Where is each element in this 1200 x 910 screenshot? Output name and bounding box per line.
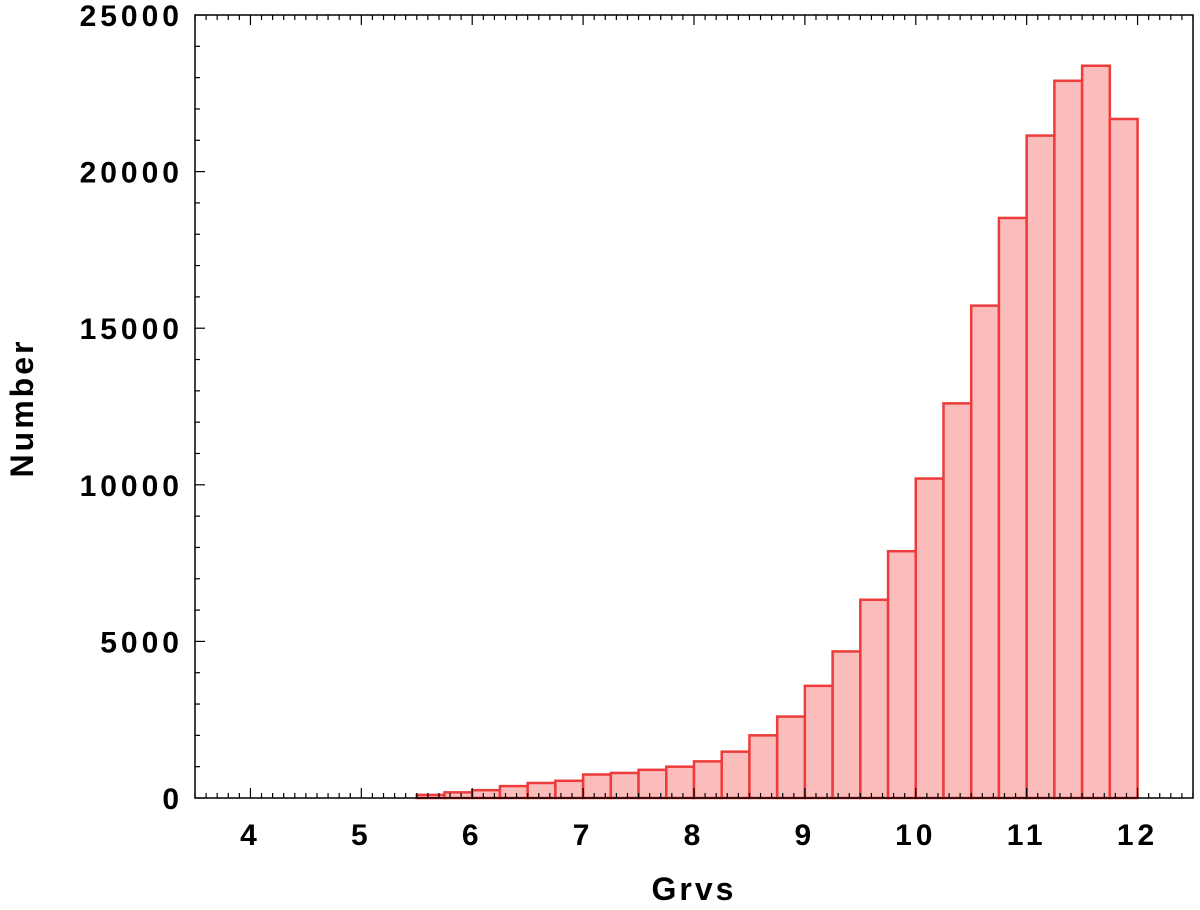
ticks-group	[194, 14, 1194, 799]
x-tick-label: 10	[895, 819, 936, 852]
histogram-bar	[831, 650, 862, 800]
y-tick-label: 25000	[80, 0, 183, 33]
histogram-bar	[443, 791, 474, 800]
x-tick-label: 4	[240, 819, 261, 852]
y-tick-label: 0	[162, 783, 183, 816]
histogram-bar	[1108, 117, 1139, 800]
y-tick-label: 5000	[100, 626, 183, 659]
x-tick-label: 6	[462, 819, 483, 852]
bars-group	[415, 64, 1139, 800]
histogram-bar	[997, 216, 1028, 800]
y-axis-title: Number	[4, 339, 40, 478]
y-tick-label: 20000	[80, 157, 183, 190]
histogram-bar	[554, 779, 585, 800]
y-tick-labels: 0 5000 10000 15000 20000 25000	[80, 0, 183, 816]
x-tick-label: 11	[1007, 819, 1047, 852]
histogram-bar	[775, 715, 807, 800]
histogram-bar	[748, 734, 779, 800]
x-axis-title: Grvs	[652, 871, 737, 907]
histogram-bar	[969, 304, 1001, 800]
histogram-bar	[942, 402, 973, 800]
histogram-bar	[1025, 134, 1056, 800]
histogram-bar	[859, 598, 890, 800]
histogram-bar	[498, 784, 529, 800]
histogram-bar	[692, 760, 723, 800]
histogram-bar	[581, 773, 613, 800]
histogram-bar	[914, 477, 945, 800]
x-tick-label: 9	[795, 819, 816, 852]
x-tick-label: 7	[573, 819, 594, 852]
x-tick-label: 12	[1117, 819, 1158, 852]
histogram-bar	[526, 781, 557, 800]
histogram-bar	[665, 765, 696, 800]
histogram-bar	[1053, 79, 1084, 800]
histogram-bar	[609, 771, 640, 800]
y-tick-label: 15000	[80, 313, 183, 346]
histogram-bar	[720, 750, 751, 800]
histogram-bar	[637, 768, 668, 800]
x-tick-labels: 4 5 6 7 8 9 10 11 12	[240, 819, 1158, 852]
x-tick-label: 5	[351, 819, 372, 852]
x-tick-label: 8	[684, 819, 705, 852]
histogram-bar	[886, 549, 918, 800]
histogram-bar	[803, 684, 834, 800]
y-tick-label: 10000	[80, 470, 183, 503]
histogram-bar	[470, 788, 502, 800]
histogram-bar	[1080, 64, 1112, 800]
